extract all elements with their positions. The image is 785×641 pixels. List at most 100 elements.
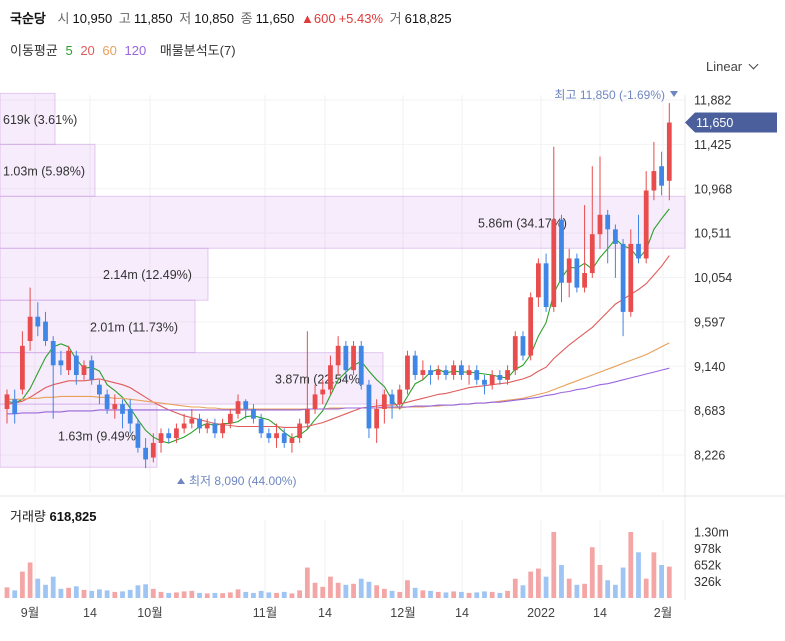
moving-average-legend[interactable]: 이동평균 5 20 60 120 매물분석도(7) bbox=[10, 40, 240, 59]
volume-bar bbox=[405, 580, 410, 598]
volume-bar bbox=[127, 589, 133, 598]
current-price-tag bbox=[685, 112, 777, 133]
change-percent: +5.43% bbox=[338, 11, 384, 26]
candle-body bbox=[97, 384, 102, 395]
candle-body bbox=[43, 321, 48, 342]
volume-bar bbox=[520, 585, 526, 598]
candle-body bbox=[328, 365, 333, 390]
ma120-line bbox=[7, 367, 670, 415]
price-axis-tick: 10,968 bbox=[694, 182, 732, 196]
volume-bar bbox=[27, 562, 33, 598]
x-axis-tick: 14 bbox=[455, 606, 469, 620]
quote-header: 국순당 시 10,950 고 11,850 저 10,850 종 11,650 ▲600… bbox=[10, 8, 455, 27]
candle-body bbox=[189, 418, 195, 424]
ma-period-60[interactable]: 60 bbox=[102, 43, 117, 58]
price-axis-tick: 11,425 bbox=[694, 138, 731, 152]
volume-bar bbox=[174, 592, 179, 598]
x-axis-tick: 2월 bbox=[654, 606, 672, 620]
price-axis-tick: 10,054 bbox=[694, 271, 732, 285]
volume-bar bbox=[389, 590, 395, 598]
volume-bar bbox=[189, 590, 195, 598]
ma-period-120[interactable]: 120 bbox=[124, 43, 147, 58]
volume-bar bbox=[281, 591, 287, 598]
open-label: 시 bbox=[57, 11, 70, 26]
ma-label: 이동평균 bbox=[10, 43, 58, 58]
candle-body bbox=[50, 341, 56, 366]
candle-body bbox=[227, 413, 233, 424]
volume-bar bbox=[43, 584, 48, 598]
volume-bar bbox=[320, 586, 326, 598]
volume-bar bbox=[605, 580, 611, 598]
candle-body bbox=[666, 122, 672, 181]
volume-bar bbox=[589, 547, 595, 598]
candle-body bbox=[197, 418, 202, 429]
change-value: ▲600 bbox=[301, 11, 336, 26]
volume-bar bbox=[143, 584, 149, 598]
min-marker-icon bbox=[177, 478, 185, 484]
candle-body bbox=[127, 408, 133, 424]
candle-body bbox=[435, 370, 441, 375]
candle-body bbox=[412, 355, 418, 375]
volume-bar bbox=[535, 568, 541, 598]
price-axis-tick: 9,597 bbox=[694, 315, 725, 329]
candle-body bbox=[220, 423, 226, 434]
candle-body bbox=[559, 219, 564, 283]
volume-bar bbox=[412, 587, 418, 598]
volume-bar bbox=[489, 591, 495, 598]
volume-bar bbox=[474, 592, 480, 598]
candle-body bbox=[212, 423, 218, 434]
high-value: 11,850 bbox=[133, 11, 173, 26]
volume-bar bbox=[351, 583, 356, 598]
volume-profile-bar bbox=[0, 352, 384, 405]
volume-value: 618,825 bbox=[404, 11, 452, 26]
scale-dropdown[interactable]: Linear bbox=[706, 59, 759, 74]
volume-bar bbox=[666, 566, 672, 598]
volume-bar bbox=[512, 578, 518, 598]
candle-body bbox=[312, 394, 318, 409]
volume-profile-bar bbox=[0, 195, 686, 249]
volume-bar bbox=[66, 587, 71, 598]
volume-bar bbox=[458, 591, 464, 598]
candle-body bbox=[605, 214, 611, 230]
volume-label: 거 bbox=[389, 11, 402, 26]
x-axis-tick: 14 bbox=[318, 606, 332, 620]
volume-bar bbox=[150, 588, 156, 598]
volume-profile-label[interactable]: 매물분석도(7) bbox=[159, 43, 236, 58]
scale-label: Linear bbox=[706, 59, 743, 74]
ma-period-20[interactable]: 20 bbox=[80, 43, 95, 58]
volume-bar bbox=[381, 588, 387, 598]
volume-bar bbox=[636, 552, 641, 598]
volume-bar bbox=[628, 532, 634, 598]
volume-bar bbox=[397, 591, 403, 598]
candle-body bbox=[497, 374, 503, 380]
price-axis-tick: 10,511 bbox=[694, 227, 731, 241]
volume-bar bbox=[374, 585, 380, 598]
volume-bar bbox=[651, 552, 657, 598]
volume-axis-tick: 652k bbox=[694, 558, 722, 572]
candle-body bbox=[81, 365, 87, 375]
candle-body bbox=[636, 243, 641, 259]
ma-period-5[interactable]: 5 bbox=[65, 43, 73, 58]
volume-panel-label: 거래량 bbox=[10, 509, 46, 524]
candle-body bbox=[35, 316, 41, 327]
candle-body bbox=[651, 171, 657, 191]
volume-bar bbox=[328, 576, 333, 598]
candle-body bbox=[520, 336, 526, 356]
volume-bar bbox=[297, 590, 303, 598]
volume-profile-label: 2.01m (11.73%) bbox=[90, 320, 178, 334]
candle-body bbox=[628, 243, 634, 312]
candle-body bbox=[281, 433, 287, 443]
candle-body bbox=[643, 190, 649, 259]
candle-body bbox=[104, 394, 110, 409]
candle-body bbox=[20, 345, 25, 390]
volume-bar bbox=[358, 578, 364, 598]
x-axis-tick: 9월 bbox=[21, 606, 39, 620]
volume-bar bbox=[220, 593, 226, 598]
price-axis-tick: 8,683 bbox=[694, 404, 725, 418]
stock-name: 국순당 bbox=[10, 11, 46, 26]
volume-panel-value: 618,825 bbox=[49, 509, 97, 524]
volume-bar bbox=[304, 567, 310, 598]
min-price-annotation: 최저 8,090 (44.00%) bbox=[189, 474, 296, 488]
volume-bar bbox=[559, 565, 564, 598]
